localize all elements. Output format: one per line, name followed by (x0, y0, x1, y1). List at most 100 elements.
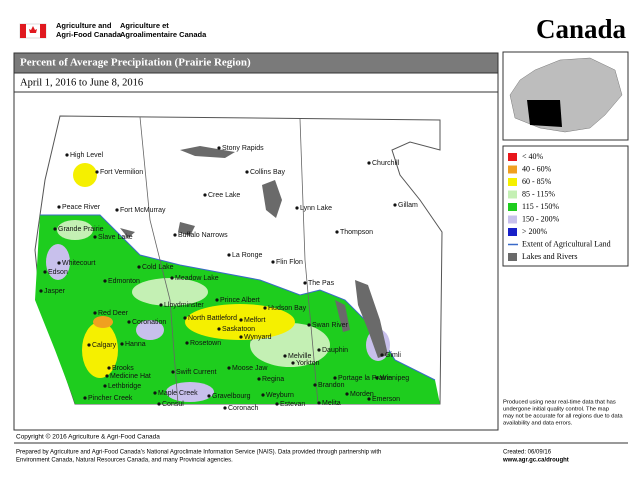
place-label: Melfort (244, 317, 265, 324)
place-label: Edmonton (108, 278, 140, 285)
created: Created: 06/09/16 (503, 450, 552, 456)
place-dot (227, 366, 231, 370)
place-label: Coronach (228, 405, 258, 412)
place-label: Yorkton (296, 360, 320, 367)
place-dot (303, 281, 307, 285)
precip-area (93, 316, 113, 328)
legend-label: 60 - 85% (522, 177, 552, 186)
place-dot (153, 391, 157, 395)
place-dot (95, 170, 99, 174)
place-label: Peace River (62, 204, 101, 211)
legend-swatch (508, 253, 517, 261)
place-dot (137, 265, 141, 269)
place-dot (215, 298, 219, 302)
place-dot (105, 374, 109, 378)
note-line: Produced using near real-time data that … (503, 400, 616, 406)
place-label: Morden (350, 391, 374, 398)
place-dot (65, 153, 69, 157)
lake (120, 228, 135, 238)
place-dot (87, 343, 91, 347)
copyright: Copyright © 2016 Agriculture & Agri-Food… (16, 433, 160, 441)
legend-swatch (508, 190, 517, 199)
province-border (139, 116, 179, 405)
place-label: Lethbridge (108, 383, 141, 390)
place-label: Emerson (372, 396, 400, 403)
place-dot (367, 397, 371, 401)
place-label: Winnipeg (380, 375, 409, 382)
place-label: Gravelbourg (212, 393, 251, 400)
precip-area (132, 278, 208, 306)
place-label: Regina (262, 376, 284, 383)
inset-map (509, 57, 623, 133)
place-label: Red Deer (98, 310, 129, 317)
place-dot (275, 402, 279, 406)
place-label: Brandon (318, 382, 345, 389)
place-label: Swan River (312, 322, 348, 329)
place-label: Cree Lake (208, 192, 240, 199)
place-label: Collins Bay (250, 169, 286, 176)
place-label: Buffalo Narrows (178, 232, 228, 239)
place-dot (295, 206, 299, 210)
place-dot (333, 376, 337, 380)
places: High Level Fort Vermilion Peace River Fort … (39, 145, 418, 412)
place-label: Hudson Bay (268, 305, 307, 312)
place-label: High Level (70, 152, 104, 159)
place-dot (335, 230, 339, 234)
place-label: Edson (48, 269, 68, 276)
legend-swatch (508, 228, 517, 236)
place-dot (217, 327, 221, 331)
map-subtitle: April 1, 2016 to June 8, 2016 (20, 77, 143, 88)
place-label: Whitecourt (62, 260, 96, 267)
wordmark: Canada (536, 14, 627, 44)
place-dot (157, 402, 161, 406)
place-dot (239, 318, 243, 322)
place-label: Churchill (372, 160, 400, 167)
legend-swatch (508, 203, 517, 211)
place-dot (185, 341, 189, 345)
place-dot (313, 383, 317, 387)
lake (355, 280, 388, 358)
place-label: Melita (322, 400, 341, 407)
legend-label: > 200% (522, 227, 548, 236)
place-label: Slave Lake (98, 234, 133, 241)
place-label: Jasper (44, 288, 66, 295)
place-dot (53, 227, 57, 231)
legend: < 40% 40 - 60% 60 - 85% 85 - 115% 115 - 150%… (508, 152, 611, 261)
legend-label: 40 - 60% (522, 164, 552, 173)
prepared: Prepared by Agriculture and Agri-Food Ca… (16, 450, 381, 456)
place-dot (159, 303, 163, 307)
place-dot (223, 406, 227, 410)
place-dot (239, 335, 243, 339)
place-dot (43, 270, 47, 274)
place-dot (283, 354, 287, 358)
place-label: Stony Rapids (222, 145, 264, 152)
precip-area (73, 163, 97, 187)
legend-label: Extent of Agricultural Land (522, 239, 611, 248)
place-dot (171, 370, 175, 374)
legend-label: < 40% (522, 152, 544, 161)
place-dot (227, 253, 231, 257)
place-label: North Battleford (188, 315, 237, 322)
place-dot (83, 396, 87, 400)
place-dot (245, 170, 249, 174)
place-dot (103, 384, 107, 388)
place-dot (120, 342, 124, 346)
precip-area (166, 382, 214, 402)
place-dot (345, 392, 349, 396)
place-dot (170, 276, 174, 280)
place-label: Hanna (125, 341, 146, 348)
place-label: Cold Lake (142, 264, 174, 271)
department-en: Agriculture and (56, 21, 112, 30)
map (34, 115, 443, 405)
place-label: Coronation (132, 319, 166, 326)
place-dot (307, 323, 311, 327)
legend-swatch (508, 153, 517, 161)
place-label: Pincher Creek (88, 395, 133, 402)
note: Produced using near real-time data that … (503, 400, 623, 427)
province-border (299, 118, 319, 405)
place-label: Melville (288, 353, 311, 360)
place-dot (317, 348, 321, 352)
place-label: Medicine Hat (110, 373, 151, 380)
place-label: Rosetown (190, 340, 221, 347)
